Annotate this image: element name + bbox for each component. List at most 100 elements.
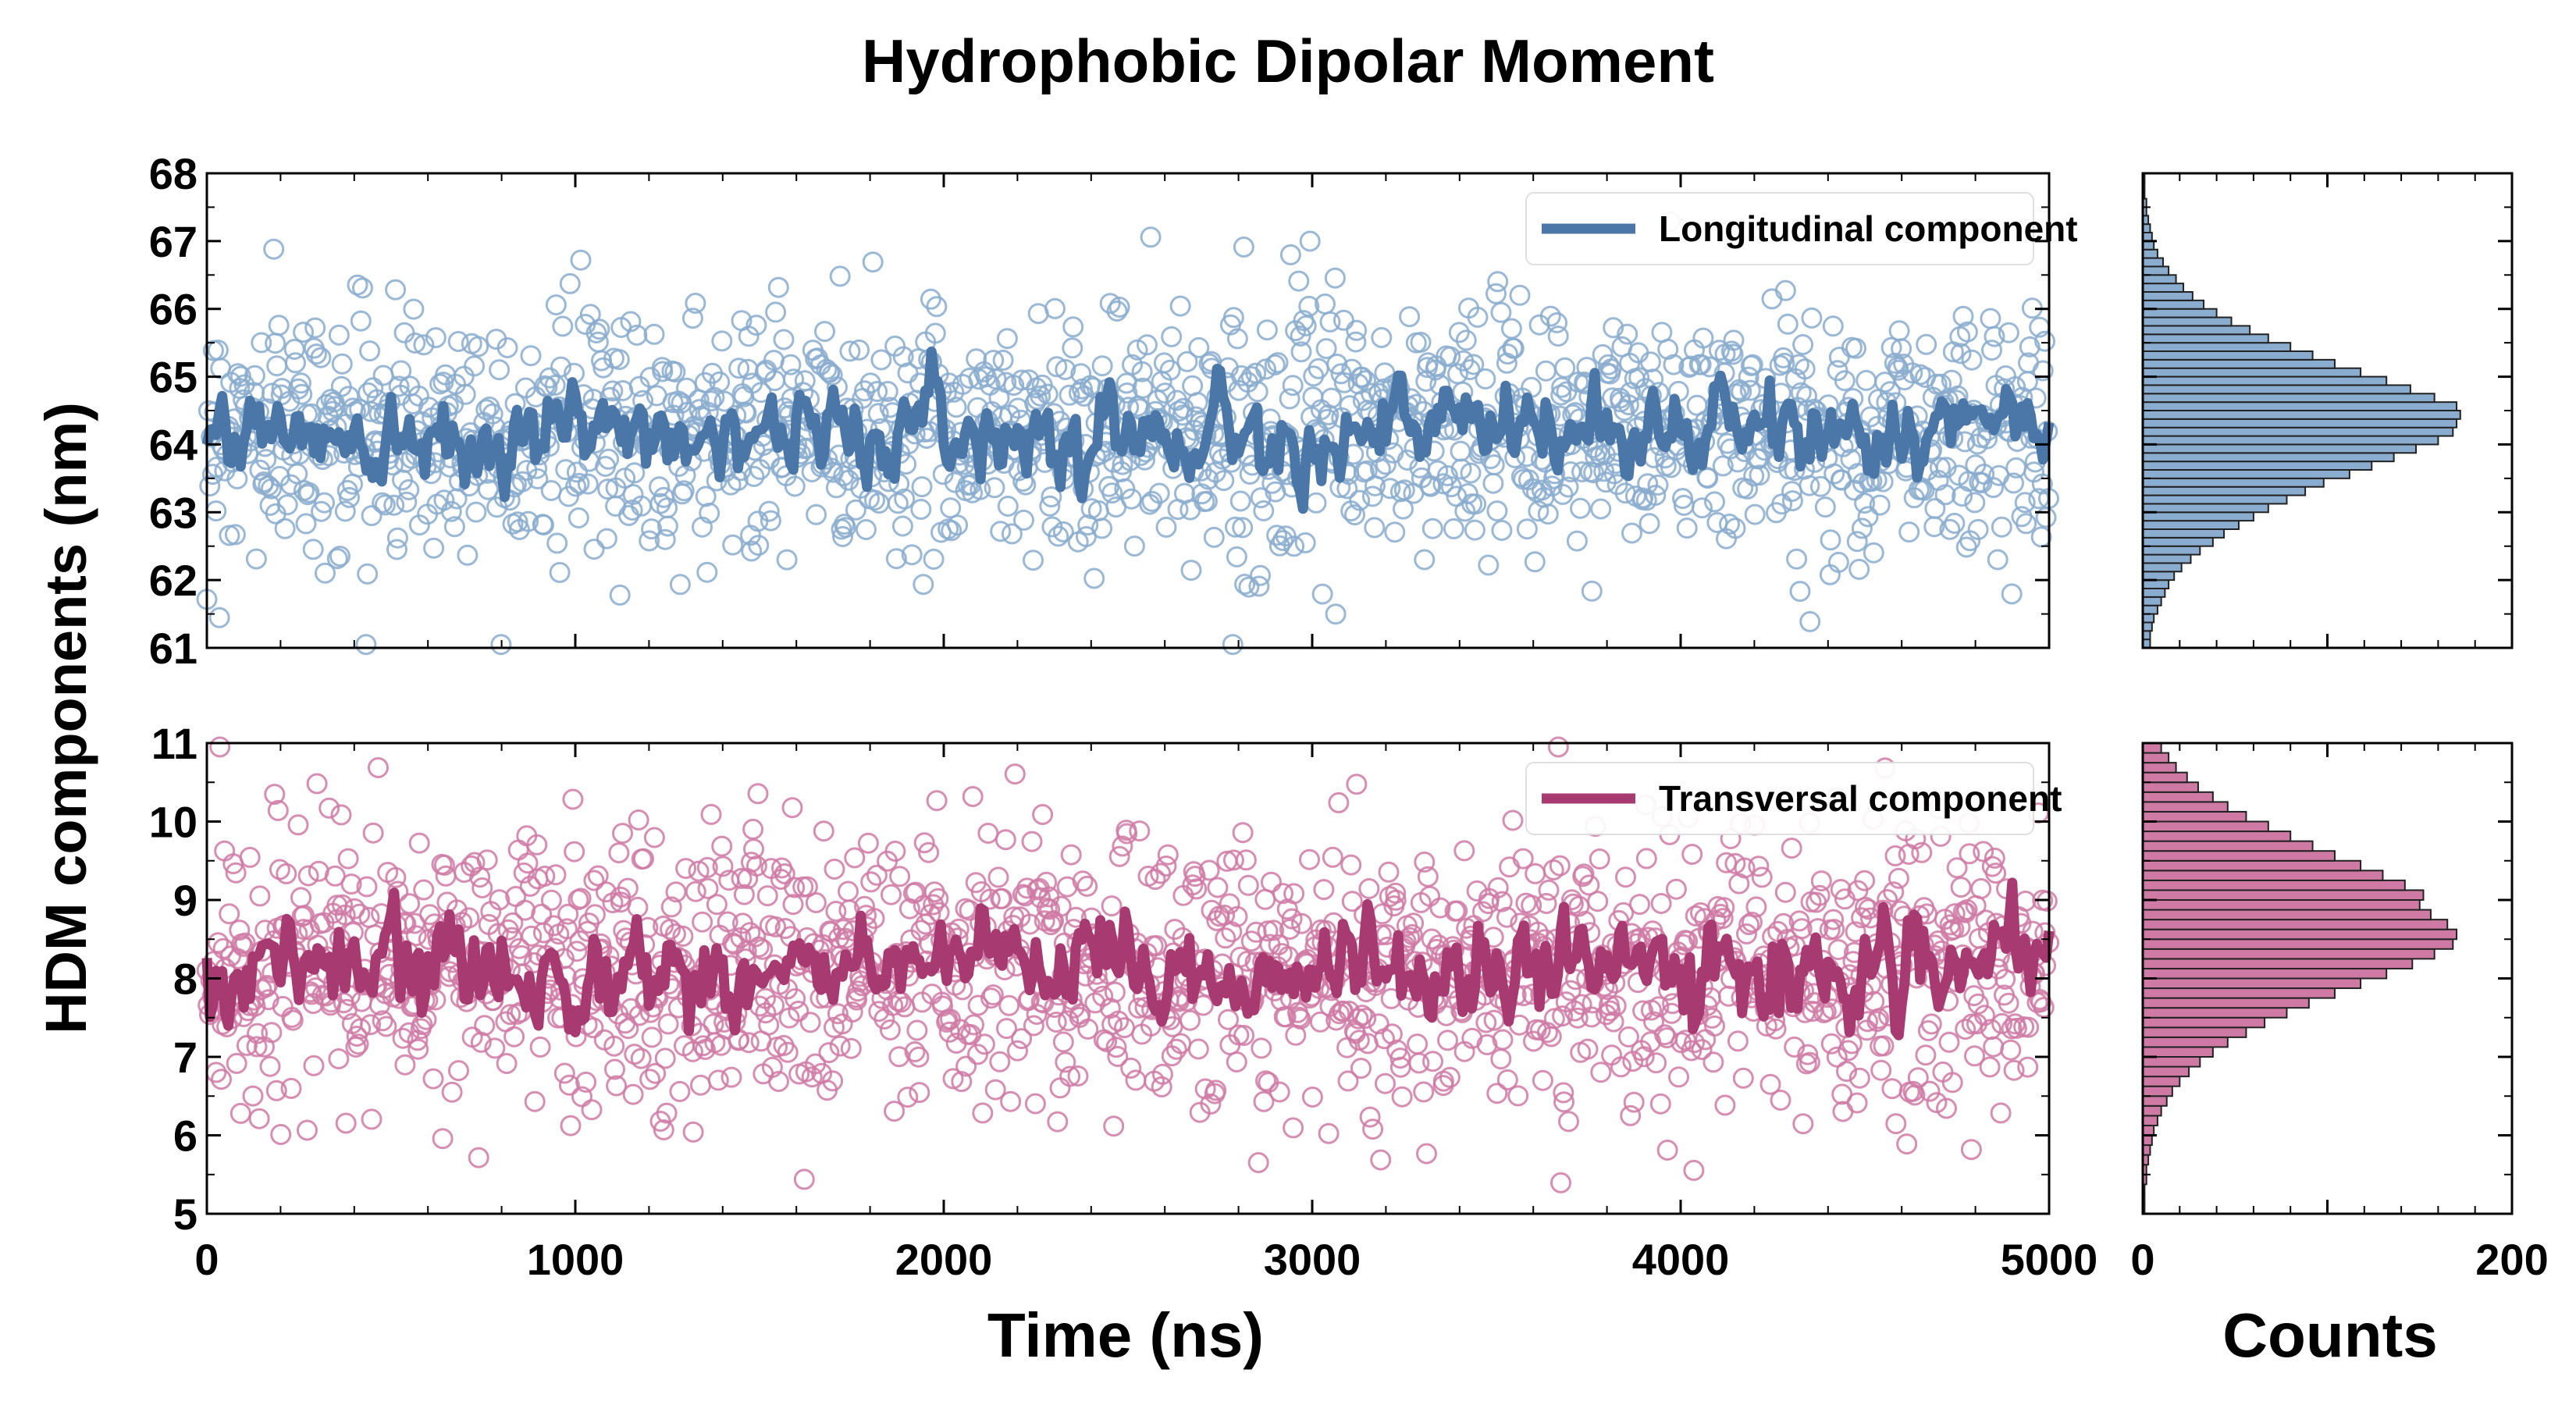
- bottom-data-point: [280, 1077, 302, 1099]
- bottom-legend-label: Transversal component: [1659, 778, 2062, 819]
- bottom-data-point: [641, 1026, 663, 1048]
- top-data-point: [295, 513, 317, 535]
- bottom-data-point: [375, 1016, 397, 1037]
- top-data-point: [1062, 316, 1084, 338]
- bottom-data-point: [1253, 1090, 1275, 1112]
- bottom-data-point: [1650, 893, 1672, 914]
- bottom-data-point: [745, 926, 767, 948]
- top-histogram-bar: [2142, 477, 2325, 488]
- bottom-data-point: [897, 1087, 919, 1108]
- bottom-histogram-bar: [2142, 859, 2362, 872]
- top-data-point: [1439, 346, 1461, 368]
- top-data-point: [1455, 329, 1477, 351]
- top-data-point: [1984, 325, 2005, 347]
- bottom-data-point: [1648, 996, 1670, 1018]
- bottom-data-point: [362, 822, 384, 844]
- bottom-data-point: [1970, 878, 1992, 899]
- top-data-point: [1924, 498, 1946, 519]
- bottom-data-point: [214, 840, 236, 862]
- top-data-point: [386, 539, 407, 560]
- top-data-point: [1934, 484, 1956, 506]
- top-data-point: [2003, 472, 2024, 494]
- bottom-data-point: [717, 911, 738, 933]
- bottom-data-point: [464, 852, 486, 873]
- bottom-data-point: [1620, 1104, 1642, 1126]
- bottom-data-point: [1950, 877, 1972, 898]
- top-histogram-bar: [2142, 283, 2185, 293]
- top-data-point: [713, 390, 735, 412]
- bottom-data-point: [521, 925, 543, 947]
- bottom-data-point: [208, 932, 229, 954]
- top-data-point: [555, 459, 577, 481]
- top-data-point: [589, 318, 610, 340]
- top-data-point: [388, 375, 410, 397]
- top-histogram-axes-frame: [2141, 172, 2514, 649]
- top-data-point: [291, 383, 313, 405]
- top-data-point: [1361, 486, 1383, 507]
- bottom-data-point: [1487, 877, 1509, 898]
- top-data-point: [1789, 581, 1811, 603]
- bottom-data-point: [777, 1041, 799, 1063]
- bottom-data-point: [408, 832, 430, 854]
- top-data-point: [1290, 341, 1312, 363]
- top-ytick-label: 66: [149, 285, 197, 334]
- bottom-histogram-bar: [2142, 1115, 2158, 1126]
- bottom-data-point: [984, 1079, 1006, 1101]
- bottom-axes-frame: [205, 742, 2051, 1215]
- bottom-data-point: [741, 852, 762, 873]
- bottom-data-point: [1299, 848, 1320, 870]
- top-ytick-label: 62: [149, 556, 197, 605]
- bottom-data-point: [1538, 879, 1560, 901]
- bottom-data-point: [2018, 1016, 2040, 1038]
- bottom-data-point: [432, 1128, 454, 1150]
- bottom-data-point: [1355, 1008, 1377, 1030]
- bottom-data-point: [745, 855, 767, 877]
- top-data-point: [1784, 460, 1806, 482]
- bottom-data-point: [1883, 881, 1905, 903]
- top-data-point: [1987, 549, 2008, 571]
- top-data-point: [352, 277, 373, 299]
- top-histogram-bar: [2142, 494, 2288, 505]
- bottom-data-point: [1129, 820, 1151, 842]
- top-data-point: [1603, 317, 1624, 339]
- top-data-point: [877, 381, 898, 402]
- bottom-data-point: [1499, 856, 1521, 878]
- bottom-data-point: [660, 896, 682, 918]
- bottom-data-point: [1998, 992, 2019, 1014]
- bottom-data-point: [335, 1112, 357, 1134]
- top-data-point: [1197, 468, 1219, 490]
- bottom-data-point: [1358, 878, 1380, 899]
- bottom-data-point: [1019, 913, 1041, 935]
- top-data-point: [669, 574, 691, 596]
- top-data-point: [205, 500, 227, 522]
- bottom-data-point: [1222, 849, 1244, 871]
- bottom-data-point: [211, 1069, 232, 1090]
- top-data-point: [1048, 525, 1069, 547]
- bottom-data-point: [1157, 844, 1179, 866]
- top-data-point: [1161, 325, 1183, 347]
- bottom-data-point: [507, 839, 529, 861]
- top-data-point: [940, 497, 962, 519]
- top-data-point: [703, 386, 725, 408]
- top-data-point: [2035, 507, 2057, 528]
- bottom-data-point: [246, 1036, 268, 1058]
- bottom-data-point: [1128, 998, 1150, 1019]
- bottom-data-point: [324, 865, 346, 887]
- top-data-point: [1108, 297, 1130, 318]
- bottom-data-point: [838, 880, 859, 902]
- top-data-point: [1148, 482, 1170, 504]
- bottom-data-point: [470, 1031, 492, 1053]
- top-data-point: [1332, 309, 1354, 331]
- top-data-point: [1101, 482, 1123, 504]
- top-histogram-bar: [2142, 350, 2314, 361]
- bottom-data-point: [1830, 879, 1852, 900]
- top-data-point: [1155, 382, 1176, 404]
- top-data-point: [745, 315, 767, 336]
- top-legend-box: [1525, 192, 2034, 265]
- top-data-point: [360, 400, 382, 422]
- top-data-point: [527, 468, 549, 489]
- top-data-point: [1483, 454, 1505, 476]
- top-histogram-bar: [2142, 545, 2201, 556]
- bottom-data-point: [1810, 870, 1832, 892]
- top-data-point: [1981, 340, 2002, 361]
